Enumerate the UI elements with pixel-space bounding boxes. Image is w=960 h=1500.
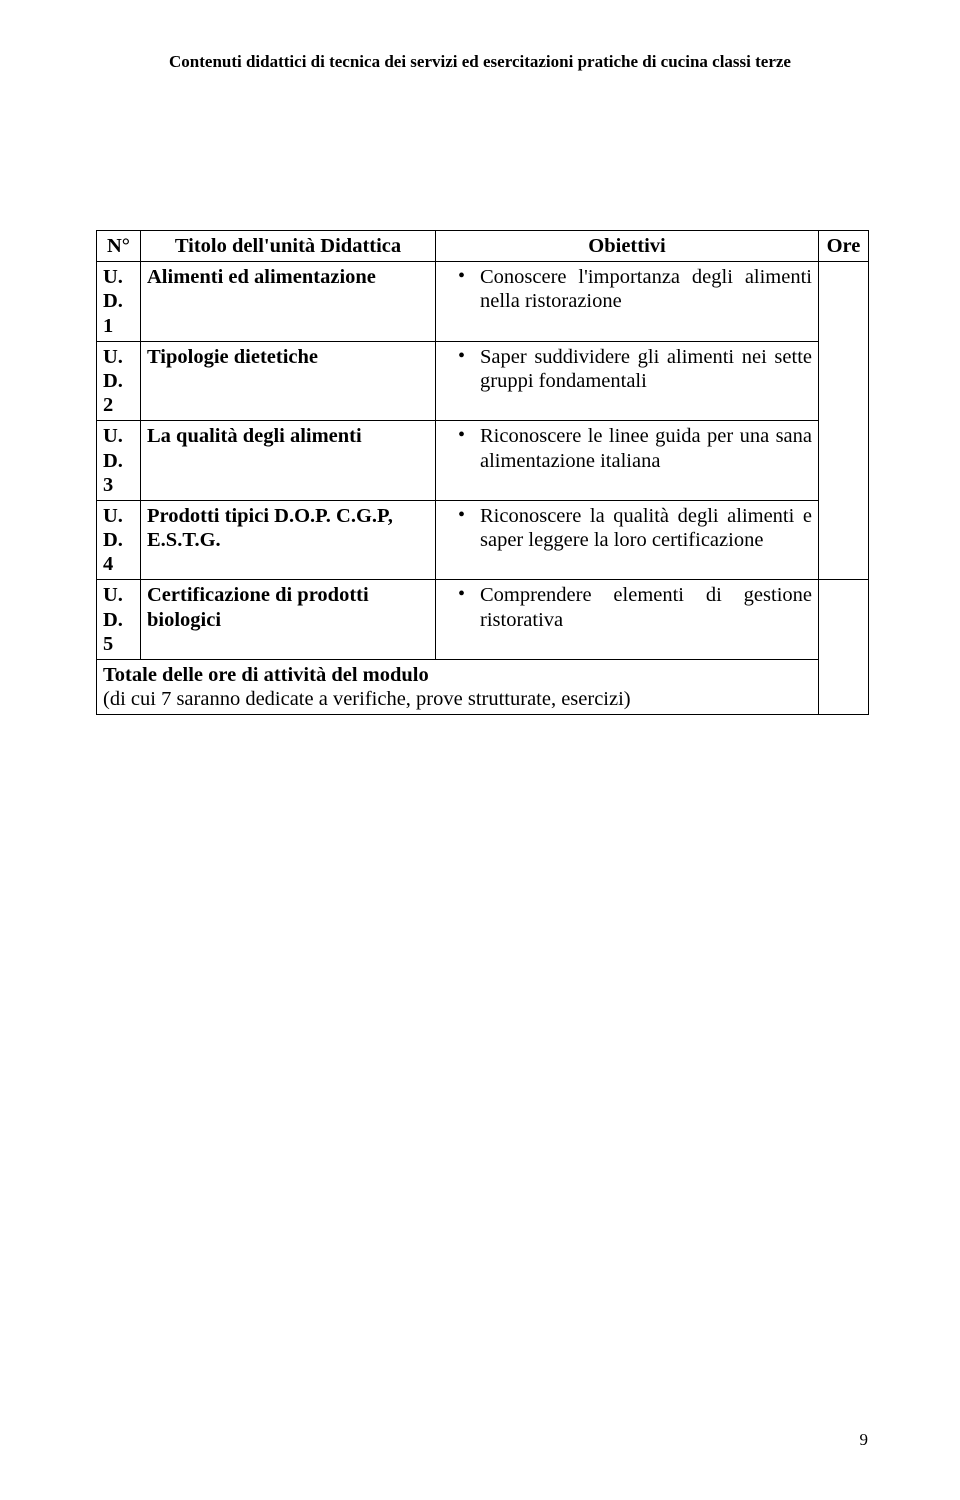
table-row: U. D. 2 Tipologie dietetiche Saper suddi… bbox=[97, 341, 869, 421]
unit-title: Certificazione di prodotti biologici bbox=[141, 580, 436, 660]
objective-item: Conoscere l'importanza degli alimenti ne… bbox=[436, 265, 812, 313]
unit-objectives: Saper suddividere gli alimenti nei sette… bbox=[436, 341, 819, 421]
objective-item: Riconoscere la qualità degli alimenti e … bbox=[436, 504, 812, 552]
table-row: U. D. 3 La qualità degli alimenti Ricono… bbox=[97, 421, 869, 501]
footer-line2: (di cui 7 saranno dedicate a verifiche, … bbox=[103, 687, 812, 711]
hours-cell bbox=[819, 580, 869, 715]
syllabus-table: N° Titolo dell'unità Didattica Obiettivi… bbox=[96, 230, 869, 715]
table-footer: Totale delle ore di attività del modulo … bbox=[97, 660, 819, 715]
unit-objectives: Riconoscere la qualità degli alimenti e … bbox=[436, 500, 819, 580]
main-content: N° Titolo dell'unità Didattica Obiettivi… bbox=[96, 230, 868, 715]
unit-objectives: Riconoscere le linee guida per una sana … bbox=[436, 421, 819, 501]
table-row: U. D. 4 Prodotti tipici D.O.P. C.G.P, E.… bbox=[97, 500, 869, 580]
col-header-hours: Ore bbox=[819, 231, 869, 262]
unit-number: U. D. 2 bbox=[97, 341, 141, 421]
page-number: 9 bbox=[860, 1430, 869, 1450]
footer-line1: Totale delle ore di attività del modulo bbox=[103, 663, 812, 687]
col-header-number: N° bbox=[97, 231, 141, 262]
col-header-title: Titolo dell'unità Didattica bbox=[141, 231, 436, 262]
objective-item: Comprendere elementi di gestione ristora… bbox=[436, 583, 812, 631]
unit-number: U. D. 3 bbox=[97, 421, 141, 501]
unit-number: U. D. 5 bbox=[97, 580, 141, 660]
table-header-row: N° Titolo dell'unità Didattica Obiettivi… bbox=[97, 231, 869, 262]
unit-number: U. D. 4 bbox=[97, 500, 141, 580]
page-header: Contenuti didattici di tecnica dei servi… bbox=[0, 52, 960, 72]
table-footer-row: Totale delle ore di attività del modulo … bbox=[97, 660, 869, 715]
unit-title: Tipologie dietetiche bbox=[141, 341, 436, 421]
unit-title: La qualità degli alimenti bbox=[141, 421, 436, 501]
unit-number: U. D. 1 bbox=[97, 262, 141, 342]
objective-item: Riconoscere le linee guida per una sana … bbox=[436, 424, 812, 472]
unit-objectives: Comprendere elementi di gestione ristora… bbox=[436, 580, 819, 660]
hours-cell bbox=[819, 262, 869, 580]
objective-item: Saper suddividere gli alimenti nei sette… bbox=[436, 345, 812, 393]
table-row: U. D. 5 Certificazione di prodotti biolo… bbox=[97, 580, 869, 660]
unit-title: Prodotti tipici D.O.P. C.G.P, E.S.T.G. bbox=[141, 500, 436, 580]
unit-title: Alimenti ed alimentazione bbox=[141, 262, 436, 342]
unit-objectives: Conoscere l'importanza degli alimenti ne… bbox=[436, 262, 819, 342]
table-row: U. D. 1 Alimenti ed alimentazione Conosc… bbox=[97, 262, 869, 342]
col-header-objectives: Obiettivi bbox=[436, 231, 819, 262]
